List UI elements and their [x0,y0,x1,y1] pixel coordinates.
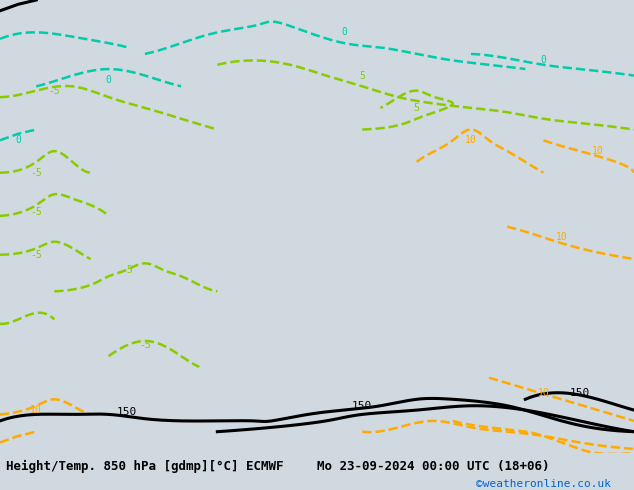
Text: -5: -5 [121,265,133,275]
Text: 150: 150 [352,401,372,411]
Text: 10: 10 [538,388,549,398]
Text: 0: 0 [106,75,112,85]
Text: -5: -5 [30,206,42,217]
Text: 5: 5 [414,103,420,113]
Text: Height/Temp. 850 hPa [gdmp][°C] ECMWF: Height/Temp. 850 hPa [gdmp][°C] ECMWF [6,460,284,473]
Text: 150: 150 [117,407,137,417]
Text: 10: 10 [592,146,604,156]
Text: -5: -5 [30,168,42,178]
Text: Mo 23-09-2024 00:00 UTC (18+06): Mo 23-09-2024 00:00 UTC (18+06) [317,460,550,473]
Text: -5: -5 [30,250,42,260]
Text: -5: -5 [48,86,60,96]
Text: 0: 0 [15,135,21,146]
Text: 10: 10 [465,135,477,146]
Text: -5: -5 [139,341,151,350]
Text: 0: 0 [341,27,347,37]
Text: ©weatheronline.co.uk: ©weatheronline.co.uk [476,480,611,490]
Text: 10: 10 [30,405,42,415]
Text: 0: 0 [541,55,547,66]
Text: 10: 10 [555,232,567,243]
Text: 5: 5 [359,71,365,80]
Text: 150: 150 [569,388,590,398]
